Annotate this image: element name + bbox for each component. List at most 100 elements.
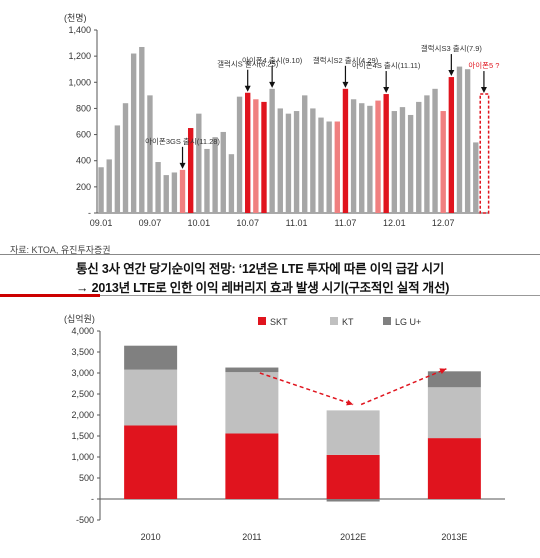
annotation-label: 아이폰4 출시(9.10) bbox=[242, 55, 303, 65]
bar bbox=[130, 53, 137, 214]
annotation-label: 갤럭시S2 출시(4.29) bbox=[313, 55, 379, 65]
bar bbox=[187, 128, 194, 213]
bar bbox=[375, 100, 381, 213]
bar bbox=[228, 154, 235, 213]
annotation-label: 아이폰3GS 출시(11.28) bbox=[145, 136, 220, 146]
stack-segment bbox=[124, 425, 178, 499]
bar bbox=[464, 69, 471, 213]
bar bbox=[98, 167, 104, 213]
bar bbox=[310, 108, 316, 213]
bar bbox=[473, 142, 479, 213]
bar bbox=[456, 66, 463, 213]
stack-segment bbox=[427, 387, 481, 439]
stack-segment bbox=[326, 410, 380, 455]
bar bbox=[269, 88, 275, 213]
stack-segment bbox=[124, 369, 178, 426]
annotation-arrowhead bbox=[342, 81, 349, 88]
divider bbox=[0, 254, 540, 255]
bar bbox=[212, 137, 218, 213]
annotation-arrowhead bbox=[448, 70, 455, 77]
stack-segment bbox=[326, 454, 380, 499]
x-tick-label: 12.07 bbox=[432, 218, 455, 228]
y-tick-label: - bbox=[88, 208, 91, 218]
bar bbox=[432, 88, 438, 213]
x-tick-label: 11.07 bbox=[335, 218, 357, 228]
headline-accent-bar bbox=[0, 294, 100, 297]
stack-segment bbox=[225, 433, 279, 499]
x-tick-label: 11.01 bbox=[286, 218, 308, 228]
bar bbox=[302, 95, 308, 213]
x-tick-label: 2011 bbox=[242, 532, 261, 542]
y-unit-label: (천명) bbox=[64, 13, 87, 23]
trend-arrow bbox=[259, 372, 354, 406]
y-tick-label: 400 bbox=[76, 156, 91, 166]
bar bbox=[122, 103, 129, 213]
bar bbox=[391, 111, 398, 213]
trend-arrowhead bbox=[346, 399, 354, 406]
net-income-chart: (십억원)-500-5001,0001,5002,0002,5003,0003,… bbox=[64, 313, 505, 542]
legend-swatch bbox=[330, 317, 338, 325]
y-tick-label: 4,000 bbox=[71, 326, 94, 336]
annotation-label: 아이폰5 ? bbox=[468, 60, 499, 70]
bar bbox=[204, 148, 210, 213]
bar bbox=[359, 103, 365, 213]
y-tick-label: 800 bbox=[76, 103, 91, 113]
legend-label: LG U+ bbox=[395, 317, 421, 327]
bar-forecast bbox=[479, 93, 490, 214]
bar bbox=[106, 159, 112, 213]
y-tick-label: 2,500 bbox=[71, 389, 94, 399]
annotation-arrowhead bbox=[269, 81, 276, 88]
bar bbox=[285, 113, 292, 213]
bar bbox=[367, 105, 373, 213]
bar bbox=[155, 162, 161, 213]
x-tick-label: 10.01 bbox=[188, 218, 211, 228]
bar bbox=[293, 111, 300, 213]
bar bbox=[253, 99, 259, 213]
annotation-arrowhead bbox=[383, 87, 390, 94]
trend-arrowhead bbox=[439, 368, 447, 375]
y-tick-label: 1,000 bbox=[68, 77, 91, 87]
legend-label: KT bbox=[342, 317, 354, 327]
y-tick-label: 600 bbox=[76, 130, 91, 140]
y-unit-label: (십억원) bbox=[64, 313, 95, 324]
bar bbox=[171, 172, 178, 213]
bar bbox=[440, 111, 446, 213]
bar bbox=[179, 169, 186, 213]
bar bbox=[383, 94, 389, 213]
bar bbox=[196, 113, 202, 213]
bar bbox=[114, 125, 121, 213]
headline-line1: 통신 3사 연간 당기순이익 전망: ‘12년은 LTE 투자에 따른 이익 급… bbox=[76, 262, 445, 276]
y-tick-label: 200 bbox=[76, 182, 91, 192]
bar bbox=[236, 96, 243, 213]
trend-arrow bbox=[360, 368, 447, 406]
bar bbox=[342, 88, 349, 213]
x-tick-label: 12.01 bbox=[383, 218, 406, 228]
x-tick-label: 2010 bbox=[141, 532, 161, 542]
x-tick-label: 2013E bbox=[441, 532, 467, 542]
bar bbox=[350, 99, 357, 213]
x-tick-label: 09.07 bbox=[139, 218, 162, 228]
y-tick-label: 1,200 bbox=[68, 51, 91, 61]
bar bbox=[163, 175, 169, 213]
annotation-label: 아이폰4S 출시(11.11) bbox=[352, 60, 421, 70]
bar bbox=[318, 117, 324, 213]
stack-segment bbox=[427, 371, 481, 388]
y-tick-label: 500 bbox=[79, 473, 94, 483]
bar bbox=[334, 121, 340, 213]
bar bbox=[220, 131, 226, 213]
headline-line2: → 2013년 LTE로 인한 이익 레버리지 효과 발생 시기(구조적인 실적… bbox=[76, 281, 450, 295]
bar bbox=[424, 95, 430, 213]
annotation-label: 갤럭시S3 출시(7.9) bbox=[421, 43, 483, 53]
bar bbox=[277, 108, 283, 213]
bar bbox=[407, 114, 414, 213]
legend-label: SKT bbox=[270, 317, 288, 327]
stack-segment-negative bbox=[326, 499, 380, 502]
legend-swatch bbox=[383, 317, 391, 325]
stack-segment bbox=[225, 367, 279, 373]
y-tick-label: 1,000 bbox=[71, 452, 94, 462]
annotation-arrowhead bbox=[244, 85, 251, 92]
bar bbox=[261, 101, 267, 213]
x-tick-label: 09.01 bbox=[90, 218, 113, 228]
y-tick-label: -500 bbox=[76, 515, 94, 525]
y-tick-label: 1,500 bbox=[71, 431, 94, 441]
